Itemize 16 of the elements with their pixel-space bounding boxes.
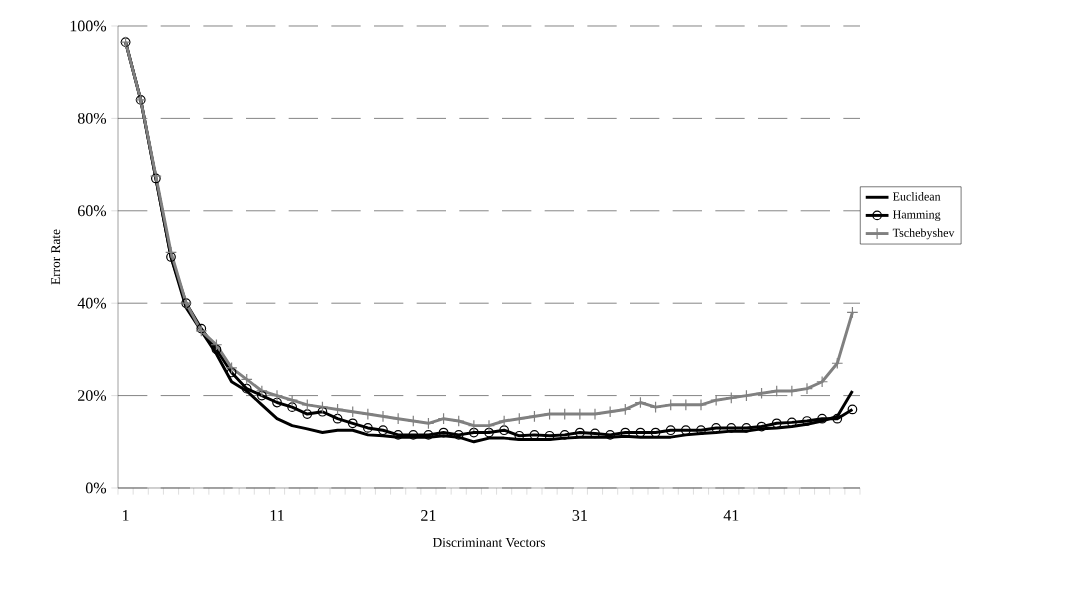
- y-tick-label: 20%: [78, 390, 107, 402]
- y-tick-label: 100%: [70, 20, 107, 32]
- y-tick-label: 0%: [85, 482, 107, 494]
- y-tick-label: 60%: [77, 205, 107, 217]
- x-tick-label: 11: [270, 510, 284, 521]
- x-tick-label: 41: [723, 510, 739, 521]
- x-axis-title: Discriminant Vectors: [432, 537, 546, 547]
- x-tick-label: 21: [421, 510, 436, 521]
- y-axis-title: Error Rate: [51, 229, 61, 285]
- y-tick-label: 40%: [77, 297, 107, 309]
- legend-label: Hamming: [892, 210, 941, 221]
- y-tick-label: 80%: [77, 112, 107, 124]
- x-tick-label: 31: [572, 510, 587, 521]
- legend-label: Tschebyshev: [892, 228, 955, 240]
- x-tick-label: 1: [122, 510, 129, 521]
- legend-label: Euclidean: [892, 192, 941, 201]
